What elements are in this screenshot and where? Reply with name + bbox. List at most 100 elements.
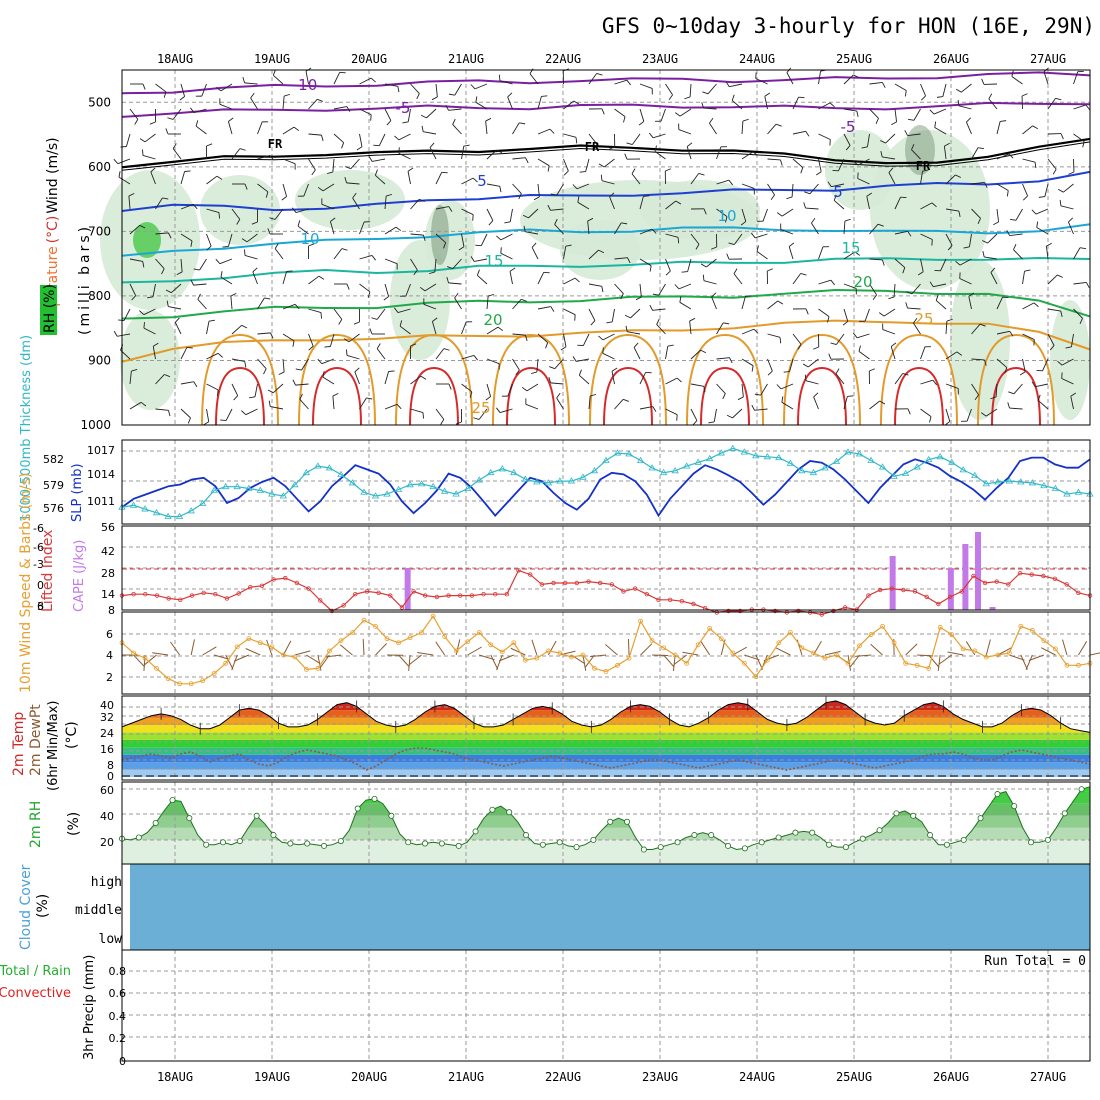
li-point	[982, 580, 988, 586]
wind-barb	[354, 371, 360, 385]
li-point	[236, 591, 241, 596]
wind-barb	[882, 329, 896, 335]
wind-barb	[971, 147, 979, 160]
wind-speed-point	[626, 655, 632, 661]
rh-shade	[200, 175, 280, 245]
wind-barb-flag	[702, 91, 709, 95]
wind-barb	[550, 382, 564, 385]
wind-barb-flag	[695, 244, 700, 250]
wind-barb	[399, 325, 411, 335]
wind-barb	[346, 354, 360, 360]
wind-barb	[1035, 383, 1049, 388]
wind-speed-point	[983, 654, 989, 660]
dewpt-ylabel: 2m DewPt	[28, 704, 44, 776]
rh-point	[674, 839, 681, 846]
wind-speed-point	[1053, 646, 1058, 652]
wind-barb-flag	[113, 330, 118, 337]
wind-speed-point	[1064, 662, 1070, 668]
wind-barb-flag	[788, 242, 795, 247]
wind-barb-flag	[269, 217, 276, 220]
wind-barb	[741, 208, 747, 222]
wind-barb	[512, 333, 526, 336]
wind-barb	[864, 308, 870, 322]
surface-wind-barb	[1020, 654, 1028, 670]
y-tick-label: 900	[88, 353, 111, 367]
wind-barb-flag	[752, 151, 759, 156]
wind-barb	[378, 133, 386, 146]
li-tick: 3	[37, 600, 44, 613]
wind-barb	[526, 383, 539, 392]
surface-wind-barb	[408, 654, 422, 666]
wind-barb	[602, 352, 615, 360]
wind-barb	[869, 258, 883, 261]
rh-point	[304, 840, 311, 847]
wind-barb-flag	[131, 369, 138, 372]
wind-barb-flag	[228, 117, 234, 122]
thickness-point	[706, 454, 714, 462]
wind-barb	[525, 231, 539, 235]
wind-barb	[1022, 183, 1028, 197]
wind-speed-point	[1076, 662, 1081, 668]
rh-point	[859, 835, 866, 842]
wind-barb	[942, 83, 947, 97]
temp-ylabel: 2m Temp	[11, 712, 27, 776]
wind-barb	[1022, 358, 1026, 372]
wind-barb-flag	[957, 99, 960, 106]
rh-point	[758, 839, 765, 846]
wind-barb-flag	[725, 216, 728, 223]
date-label-top: 25AUG	[836, 52, 872, 66]
wind-barb-flag	[366, 397, 373, 400]
wind-barb	[934, 127, 947, 135]
wind-barb	[971, 358, 985, 361]
temp-tick: 40	[100, 699, 114, 712]
wind-barb-flag	[668, 94, 673, 101]
wind-barb	[614, 257, 628, 260]
surface-wind-barb	[143, 654, 157, 666]
wind-barb	[933, 108, 947, 115]
wind-barb-flag	[440, 419, 445, 425]
thickness-point	[659, 468, 668, 476]
precip-tick: 0.8	[109, 965, 127, 978]
cape-bar	[962, 544, 969, 610]
wind-speed-point	[315, 665, 321, 671]
isotherm-loop	[201, 333, 279, 426]
wind-barb	[537, 128, 551, 135]
wind-barb-flag	[1038, 196, 1045, 198]
wind-barb	[384, 226, 397, 235]
wind-barb-flag	[250, 92, 255, 99]
wind-barb	[935, 300, 947, 310]
thickness-point	[971, 471, 979, 478]
wind-barb-flag	[402, 121, 409, 124]
wind-barb-flag	[572, 356, 577, 362]
wind-barb	[1045, 246, 1049, 260]
wind-barb	[231, 383, 239, 396]
rh-point	[775, 834, 782, 841]
wind-barb	[945, 383, 959, 389]
li-point	[574, 580, 580, 586]
wind-barb	[639, 83, 653, 89]
thickness-point	[1005, 477, 1014, 484]
wind-barb	[843, 396, 848, 410]
wind-barb	[913, 108, 921, 121]
thickness-point	[1074, 488, 1083, 495]
wind-barb	[792, 97, 799, 110]
wind-barb-flag	[882, 82, 886, 88]
wind-barb-flag	[428, 271, 435, 275]
li-point	[877, 587, 883, 593]
wind-barb	[372, 158, 386, 162]
wind-barb	[1047, 333, 1055, 346]
wind-barb	[435, 172, 443, 185]
wind-barb	[486, 296, 489, 310]
wind-barb-flag	[206, 143, 213, 147]
wind-barb-flag	[674, 284, 680, 290]
li-point	[586, 579, 591, 584]
wind-barb-flag	[842, 321, 849, 326]
wind-barb-flag	[550, 306, 555, 312]
surface-wind-barb	[245, 648, 261, 656]
wind-barb-flag	[931, 202, 937, 208]
wind-barb-flag	[1052, 168, 1057, 175]
wind-speed-line	[121, 614, 1091, 685]
wind-barb-flag	[708, 421, 715, 424]
